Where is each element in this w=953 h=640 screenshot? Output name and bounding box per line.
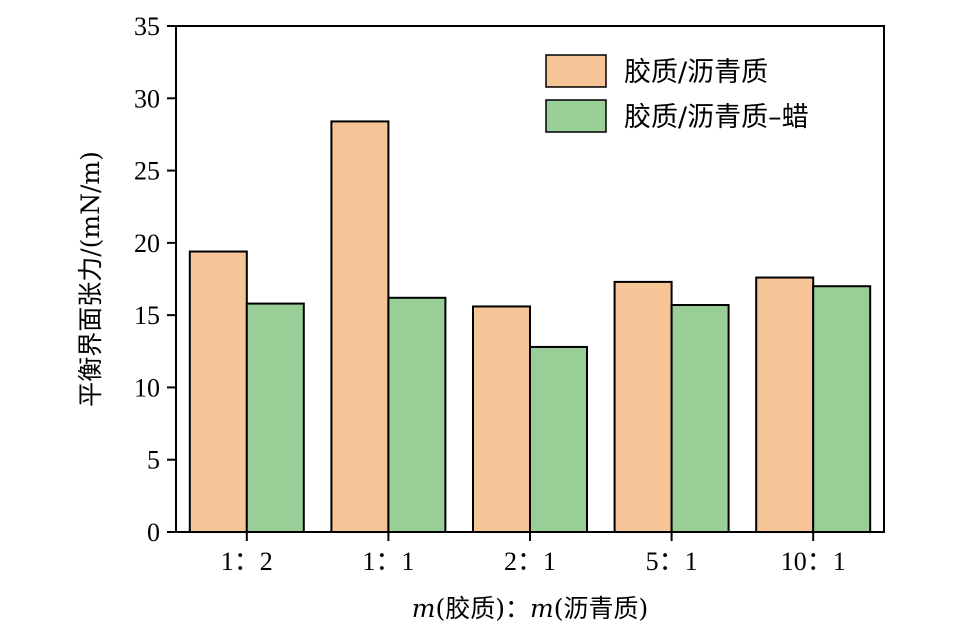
x-tick-label: 1：2 bbox=[221, 547, 273, 576]
legend-label-series-1: 胶质/沥青质 bbox=[624, 57, 768, 88]
bar-series-2-cat-2 bbox=[387, 296, 447, 533]
legend: 胶质/沥青质 胶质/沥青质–蜡 bbox=[545, 54, 809, 133]
x-tick-label: 5：1 bbox=[646, 547, 698, 576]
x-axis: 1：2 1：1 2：1 5：1 10：1 bbox=[221, 532, 846, 576]
bar-series-2-cat-5 bbox=[812, 285, 872, 533]
bar-series-1-cat-5 bbox=[755, 276, 815, 533]
bar-series-2-cat-4 bbox=[670, 304, 730, 533]
y-tick-label: 10 bbox=[134, 373, 160, 402]
y-tick-label: 25 bbox=[134, 157, 160, 186]
y-tick-label: 15 bbox=[134, 301, 160, 330]
bar-series-1-cat-4 bbox=[613, 280, 673, 533]
bar-series-1-cat-1 bbox=[188, 250, 248, 533]
legend-swatch-series-1 bbox=[545, 54, 607, 88]
y-tick-label: 30 bbox=[134, 84, 160, 113]
x-tick-label: 10：1 bbox=[781, 547, 846, 576]
y-tick-label: 0 bbox=[147, 518, 160, 547]
x-title-part-1: m bbox=[412, 594, 436, 623]
bar-series-2-cat-3 bbox=[529, 345, 588, 533]
bar-series-2-cat-1 bbox=[245, 302, 305, 533]
y-axis: 0 5 10 15 20 25 30 35 bbox=[134, 12, 176, 547]
bar-series-1-cat-2 bbox=[330, 120, 390, 533]
legend-label-series-2: 胶质/沥青质–蜡 bbox=[624, 102, 809, 133]
y-axis-title: 平衡界面张力/(mN/m) bbox=[76, 151, 105, 407]
x-tick-label: 2：1 bbox=[504, 547, 556, 576]
x-axis-title: m(胶质)：m(沥青质) bbox=[412, 594, 648, 623]
y-tick-label: 20 bbox=[134, 229, 160, 258]
x-tick-label: 1：1 bbox=[362, 547, 414, 576]
x-title-part-3: m bbox=[530, 594, 554, 623]
x-title-part-2: (胶质)： bbox=[435, 594, 530, 623]
bars-layer bbox=[188, 120, 872, 533]
y-tick-label: 5 bbox=[147, 446, 160, 475]
bar-series-1-cat-3 bbox=[472, 305, 531, 533]
y-tick-label: 35 bbox=[134, 12, 160, 41]
legend-swatch-series-2 bbox=[545, 99, 607, 133]
x-title-part-4: (沥青质) bbox=[554, 594, 649, 623]
